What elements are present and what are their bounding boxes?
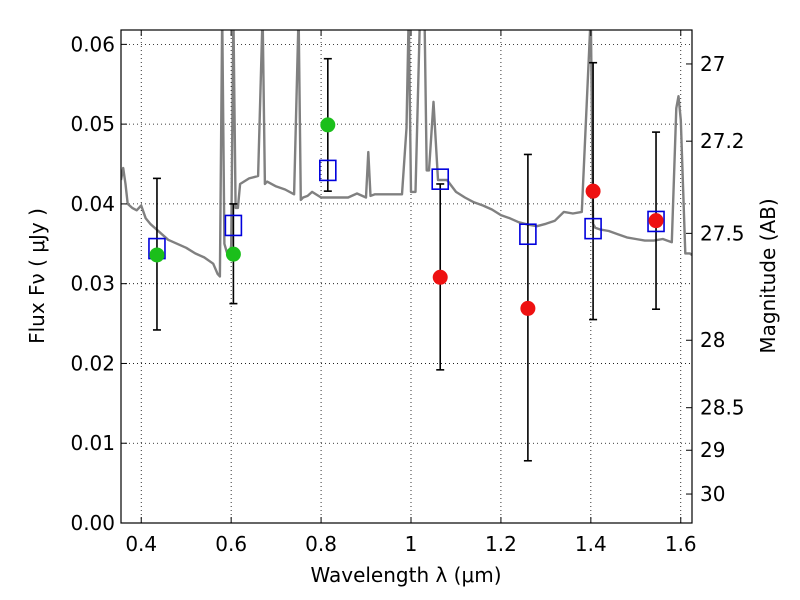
red-data-point [432, 269, 448, 285]
red-data-point [520, 300, 536, 316]
y-tick-label: 0.03 [70, 272, 115, 296]
y-tick-label: 0.00 [70, 511, 115, 535]
model-photometry-square [647, 210, 665, 233]
red-data-point [585, 183, 601, 199]
y2-tick-label: 29 [700, 438, 725, 462]
y2-tick-label: 27.2 [700, 129, 745, 153]
axis-ticks: 0.4 0.6 0.8 1 1.2 1.4 1.6 0.00 0.01 0.02 0.03 0.04 0… [70, 30, 745, 556]
model-photometry-square [319, 159, 337, 182]
y-axis-label: Flux Fν ( μJy ) [25, 208, 49, 344]
x-tick-label: 0.6 [215, 532, 247, 556]
y-tick-label: 0.06 [70, 32, 115, 56]
y-tick-label: 0.04 [70, 192, 115, 216]
y2-tick-label: 30 [700, 482, 725, 506]
y-tick-label: 0.01 [70, 431, 115, 455]
y2-tick-label: 28 [700, 328, 725, 352]
y-tick-label: 0.05 [70, 112, 115, 136]
model-photometry-square [584, 217, 602, 240]
x-tick-label: 1.2 [485, 532, 517, 556]
model-photometry-square [431, 168, 450, 190]
x-tick-label: 1 [405, 532, 418, 556]
green-data-point [225, 246, 241, 262]
x-tick-label: 0.4 [125, 532, 157, 556]
model-photometry-square [519, 223, 537, 246]
y-tick-label: 0.02 [70, 351, 115, 375]
x-axis-label: Wavelength λ (μm) [310, 563, 501, 587]
x-tick-label: 0.8 [305, 532, 337, 556]
y2-tick-label: 27 [700, 52, 725, 76]
green-data-point [149, 247, 165, 263]
red-data-point [648, 213, 664, 229]
x-tick-label: 1.6 [665, 532, 697, 556]
y2-tick-label: 28.5 [700, 396, 745, 420]
y2-axis-label: Magnitude (AB) [756, 198, 780, 353]
x-tick-label: 1.4 [575, 532, 607, 556]
green-data-point [320, 117, 336, 133]
y2-tick-label: 27.5 [700, 221, 745, 245]
data-points-layer [148, 117, 665, 316]
model-photometry-square [224, 214, 243, 237]
plot-frame [120, 29, 693, 524]
